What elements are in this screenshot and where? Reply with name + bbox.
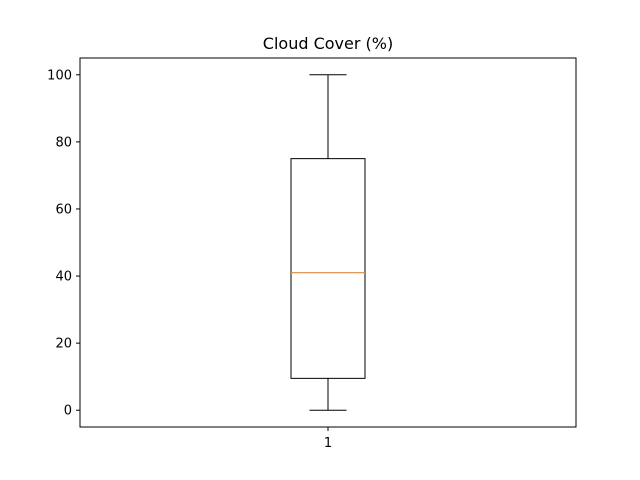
y-tick-label: 100 <box>47 68 72 83</box>
x-axis: 1 <box>324 427 332 451</box>
y-tick-label: 0 <box>64 404 72 419</box>
interquartile-box <box>290 158 366 379</box>
plot-area <box>290 74 366 411</box>
x-tick-label: 1 <box>324 436 332 451</box>
y-tick-label: 20 <box>55 337 72 352</box>
y-axis: 0 20 40 60 80 100 <box>47 68 80 419</box>
y-tick-label: 80 <box>55 135 72 150</box>
y-tick-label: 60 <box>55 202 72 217</box>
chart-title: Cloud Cover (%) <box>263 34 393 53</box>
y-tick-label: 40 <box>55 270 72 285</box>
